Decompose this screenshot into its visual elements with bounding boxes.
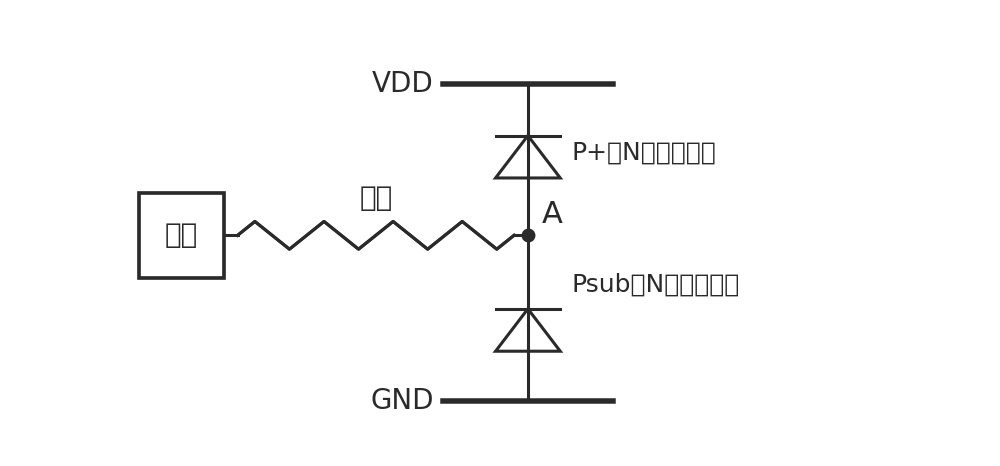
Text: GND: GND bbox=[370, 387, 434, 415]
Text: 焊盘: 焊盘 bbox=[165, 221, 198, 249]
Text: Psub到N阱的二极管: Psub到N阱的二极管 bbox=[572, 272, 740, 296]
Text: A: A bbox=[542, 200, 563, 229]
Text: VDD: VDD bbox=[372, 69, 434, 98]
Text: 电阻: 电阻 bbox=[359, 185, 392, 212]
Text: P+到N阱的二极管: P+到N阱的二极管 bbox=[572, 141, 717, 165]
Bar bbox=[139, 193, 224, 278]
